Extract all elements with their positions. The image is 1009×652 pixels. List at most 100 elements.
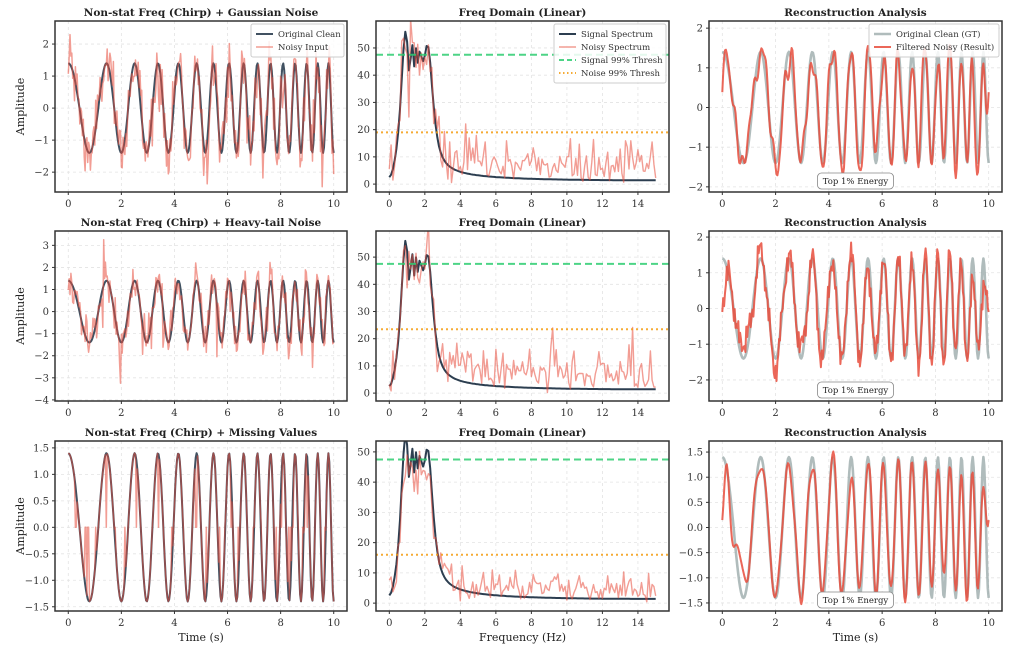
x-axis-label: Time (s) [178, 631, 224, 644]
subplot-title: Non-stat Freq (Chirp) + Gaussian Noise [84, 7, 319, 19]
y-tick-label: 0 [364, 389, 370, 400]
y-tick-label: 10 [357, 152, 370, 163]
subplot-2-3: 0 2 4 6 8 10 −2 −1 0 1 2 Reconstruction Analysis Top… [688, 217, 1003, 419]
subplot-3-1: 0 2 4 6 8 10 −1.5 −1.0 −0.5 0.0 0.5 1.0 1.5 Non-stat … [14, 427, 348, 644]
y-tick-label: 20 [357, 334, 370, 345]
x-tick-label: 6 [224, 618, 230, 629]
x-tick-label: 10 [982, 618, 995, 629]
y-tick-label: −3 [34, 373, 49, 384]
y-tick-label: 0 [43, 307, 49, 318]
subplot-1-2: 0 2 4 6 8 10 12 14 0 10 20 30 40 50 Freq Domain (Linea… [357, 7, 670, 210]
y-tick-label: −2 [34, 168, 49, 179]
y-tick-label: −0.5 [679, 548, 703, 559]
series-original-clean [67, 62, 335, 154]
annotation-box [817, 591, 894, 609]
y-tick-label: 3 [43, 241, 49, 252]
y-axis-label: Amplitude [14, 287, 27, 346]
x-tick-label: 10 [327, 199, 340, 210]
legend-label: Original Clean [278, 30, 341, 40]
x-tick-label: 14 [632, 199, 645, 210]
y-tick-label: −1 [34, 329, 49, 340]
x-tick-label: 0 [65, 618, 71, 629]
subplot-title: Reconstruction Analysis [784, 7, 926, 19]
axes-frame [375, 230, 670, 402]
annotation-text: Top 1% Energy [823, 596, 889, 606]
x-tick-label: 4 [457, 408, 463, 419]
x-tick-label: 6 [879, 618, 885, 629]
y-tick-label: 0.0 [33, 523, 49, 534]
x-tick-label: 0 [386, 408, 392, 419]
y-tick-label: 0 [364, 180, 370, 191]
x-tick-label: 8 [528, 408, 534, 419]
x-tick-label: 4 [826, 618, 832, 629]
plot-area [721, 43, 990, 180]
y-tick-label: 10 [357, 568, 370, 579]
series-signal-spectrum [388, 239, 656, 391]
y-tick-label: −2 [688, 182, 703, 193]
legend-label: Noisy Input [278, 43, 329, 53]
y-tick-label: 0.5 [33, 496, 49, 507]
legend-label: Original Clean (GT) [896, 29, 980, 40]
x-tick-label: 8 [277, 408, 283, 419]
y-tick-label: 0.0 [687, 523, 703, 534]
x-tick-label: 4 [457, 618, 463, 629]
legend-box [553, 23, 667, 84]
x-tick-label: 4 [826, 199, 832, 210]
x-tick-label: 6 [879, 408, 885, 419]
axes-frame [708, 20, 1003, 193]
y-tick-label: 1.0 [687, 473, 703, 484]
x-axis-label: Time (s) [833, 631, 879, 644]
y-tick-label: −1.5 [25, 602, 49, 613]
series-noisy-spectrum [388, 450, 657, 603]
x-tick-label: 10 [327, 618, 340, 629]
x-tick-label: 2 [118, 618, 124, 629]
series-noisy-spectrum [388, 21, 657, 184]
x-tick-label: 8 [277, 618, 283, 629]
x-tick-label: 12 [596, 199, 609, 210]
subplot-3-3: 0 2 4 6 8 10 −1.5 −1.0 −0.5 0.0 0.5 1.0 1.5 Reconstru… [679, 427, 1003, 644]
plot-area [376, 231, 669, 394]
y-tick-label: 20 [357, 538, 370, 549]
y-tick-label: 1.5 [687, 448, 703, 459]
subplot-2-2: 0 2 4 6 8 10 12 14 0 10 20 30 40 50 Freq Domain (Linea… [357, 217, 670, 419]
series-signal-spectrum [388, 441, 656, 600]
axes-frame [708, 230, 1003, 402]
annotation-top-energy: Top 1% Energy [817, 172, 894, 190]
x-tick-label: 14 [632, 408, 645, 419]
series-noisy-spectrum [388, 231, 656, 394]
legend-box [868, 23, 1000, 58]
y-tick-label: 50 [357, 43, 370, 54]
y-tick-label: −1 [688, 340, 703, 351]
legend-label: Noise 99% Thresh [581, 69, 661, 79]
annotation-box [817, 381, 894, 399]
legend-label: Filtered Noisy (Result) [896, 42, 994, 53]
subplot-title: Reconstruction Analysis [784, 217, 926, 229]
y-tick-label: 0 [697, 304, 703, 315]
legend-label: Noisy Spectrum [581, 43, 650, 53]
x-tick-label: 2 [772, 618, 778, 629]
x-tick-label: 8 [932, 199, 938, 210]
x-axis-label: Frequency (Hz) [479, 631, 566, 644]
subplot-title: Non-stat Freq (Chirp) + Heavy-tail Noise [81, 217, 322, 229]
plot-area [721, 241, 990, 383]
x-tick-label: 2 [118, 199, 124, 210]
x-tick-label: 2 [422, 408, 428, 419]
y-tick-label: 40 [357, 280, 370, 291]
y-tick-label: −1.0 [679, 573, 703, 584]
plot-area [67, 33, 335, 188]
x-tick-label: 4 [171, 618, 177, 629]
axes-frame [54, 440, 348, 612]
x-tick-label: 4 [457, 199, 463, 210]
y-tick-label: 40 [357, 478, 370, 489]
x-tick-label: 2 [772, 408, 778, 419]
x-tick-label: 2 [772, 199, 778, 210]
x-tick-label: 6 [224, 408, 230, 419]
x-tick-label: 10 [327, 408, 340, 419]
x-tick-label: 0 [65, 408, 71, 419]
annotation-top-energy: Top 1% Energy [817, 381, 894, 399]
y-tick-label: 30 [357, 98, 370, 109]
annotation-text: Top 1% Energy [823, 386, 889, 396]
y-tick-label: 2 [43, 40, 49, 51]
x-tick-label: 8 [932, 618, 938, 629]
